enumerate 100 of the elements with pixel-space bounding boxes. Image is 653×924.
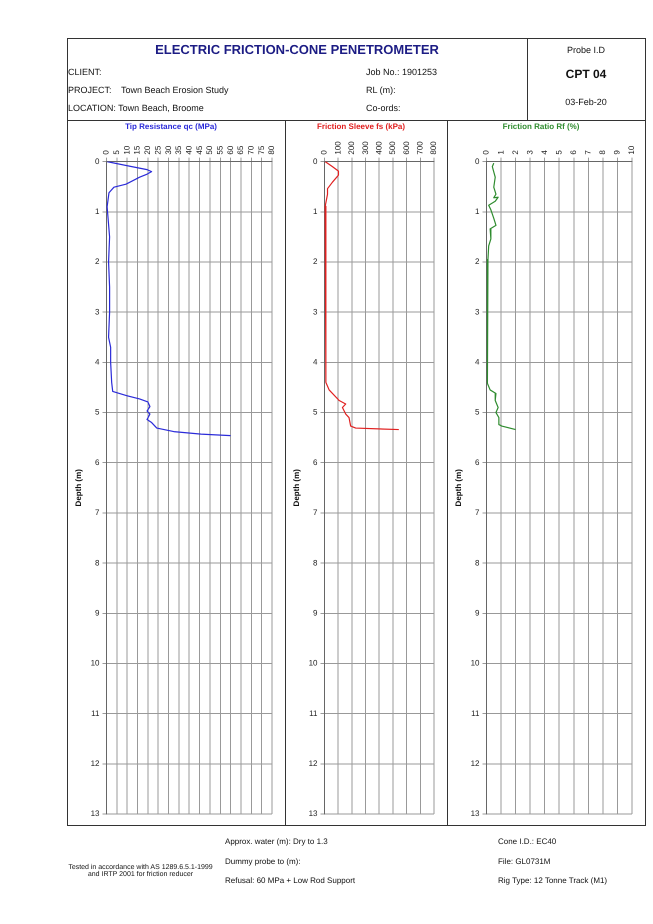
x-tick-label: 4	[540, 150, 549, 155]
x-tick-label: 9	[612, 150, 622, 155]
text: CLIENT:	[68, 67, 102, 77]
x-tick-label: 7	[584, 150, 593, 155]
x-tick-label: 75	[256, 145, 266, 155]
text: Job No.: 1901253	[366, 67, 438, 77]
y-tick-label: 0	[95, 156, 100, 166]
y-tick-label: 1	[475, 206, 480, 216]
y-tick-label: 3	[313, 307, 318, 316]
text: Probe I.D	[566, 45, 606, 55]
y-tick-label: 10	[470, 658, 480, 668]
x-tick-label: 700	[416, 140, 425, 155]
y-tick-label: 8	[95, 558, 100, 568]
text: LOCATION: Town Beach, Broome	[68, 103, 204, 113]
text: File: GL0731M	[498, 857, 550, 866]
text: 03-Feb-20	[564, 97, 608, 107]
x-tick-label: 800	[429, 140, 438, 155]
text: CPT 04	[564, 67, 608, 81]
y-tick-label: 3	[475, 307, 480, 316]
text: Rig Type: 12 Tonne Track (M1)	[498, 876, 608, 885]
y-tick-label: 2	[475, 257, 480, 266]
y-tick-label: 5	[475, 408, 480, 417]
x-tick-label: 25	[153, 145, 162, 155]
y-axis-title: Depth (m)	[454, 468, 464, 506]
chart-title: Tip Resistance qc (MPa)	[125, 122, 218, 132]
x-tick-label: 0	[482, 150, 491, 155]
x-tick-label: 6	[569, 150, 578, 155]
x-tick-label: 10	[122, 145, 132, 155]
text: Dummy probe to (m):	[225, 857, 301, 866]
y-tick-label: 12	[470, 759, 480, 768]
y-tick-label: 0	[313, 156, 318, 166]
x-tick-label: 55	[215, 145, 224, 155]
x-tick-label: 200	[347, 140, 356, 155]
x-tick-label: 65	[236, 145, 246, 155]
x-tick-label: 35	[174, 145, 184, 155]
y-tick-label: 10	[90, 658, 100, 668]
x-tick-label: 10	[627, 145, 636, 155]
y-tick-label: 3	[95, 307, 100, 316]
x-tick-label: 40	[184, 145, 194, 155]
x-tick-label: 100	[333, 140, 342, 155]
y-tick-label: 7	[95, 508, 100, 518]
x-tick-label: 3	[525, 150, 534, 155]
text: Approx. water (m): Dry to 1.3	[225, 837, 328, 846]
y-tick-label: 9	[313, 608, 318, 618]
text: RL (m):	[366, 85, 396, 95]
x-tick-label: 0	[102, 150, 111, 155]
y-tick-label: 4	[313, 358, 318, 367]
y-tick-label: 11	[309, 708, 318, 718]
y-tick-label: 10	[308, 658, 318, 668]
x-tick-label: 0	[320, 150, 329, 155]
y-tick-label: 12	[90, 759, 100, 768]
x-tick-label: 45	[194, 145, 204, 155]
y-tick-label: 0	[475, 156, 480, 166]
y-tick-label: 5	[313, 408, 318, 417]
text: Refusal: 60 MPa + Low Rod Support	[225, 876, 356, 885]
y-tick-label: 8	[475, 558, 480, 568]
y-tick-label: 9	[475, 608, 480, 618]
x-tick-label: 60	[226, 145, 235, 155]
x-tick-label: 8	[598, 150, 608, 155]
y-tick-label: 13	[470, 809, 480, 818]
y-tick-label: 7	[475, 508, 480, 518]
y-tick-label: 4	[475, 358, 480, 367]
x-tick-label: 15	[132, 145, 142, 155]
chart-title: Friction Ratio Rf (%)	[502, 122, 580, 132]
x-tick-label: 5	[112, 150, 122, 155]
y-tick-label: 11	[91, 708, 100, 718]
x-tick-label: 5	[554, 150, 564, 155]
y-tick-label: 11	[471, 708, 480, 718]
x-tick-label: 400	[374, 140, 384, 155]
y-tick-label: 9	[95, 608, 100, 618]
x-tick-label: 70	[246, 145, 256, 155]
y-tick-label: 5	[95, 408, 100, 417]
x-tick-label: 20	[143, 145, 152, 155]
chart-title: Friction Sleeve fs (kPa)	[316, 122, 406, 132]
x-tick-label: 600	[402, 140, 411, 155]
y-tick-label: 6	[475, 458, 480, 467]
x-tick-label: 500	[388, 140, 398, 155]
text: Co-ords:	[366, 103, 401, 113]
y-tick-label: 13	[90, 809, 100, 818]
y-tick-label: 2	[313, 257, 318, 266]
y-tick-label: 1	[95, 206, 100, 216]
text: PROJECT:	[68, 85, 112, 95]
y-tick-label: 6	[95, 458, 100, 467]
y-tick-label: 12	[308, 759, 318, 768]
x-tick-label: 50	[205, 145, 214, 155]
y-tick-label: 4	[95, 358, 100, 367]
text: ELECTRIC FRICTION-CONE PENETROMETER	[154, 42, 440, 57]
x-tick-label: 300	[360, 140, 370, 155]
y-axis-title: Depth (m)	[292, 468, 302, 506]
text: Town Beach Erosion Study	[121, 85, 229, 95]
x-tick-label: 80	[267, 145, 276, 155]
text: Cone I.D.: EC40	[498, 837, 556, 846]
y-tick-label: 2	[95, 257, 100, 266]
y-tick-label: 7	[313, 508, 318, 518]
x-tick-label: 1	[496, 150, 506, 155]
y-tick-label: 6	[313, 458, 318, 467]
y-tick-label: 1	[313, 206, 318, 216]
x-tick-label: 2	[510, 150, 520, 155]
y-tick-label: 8	[313, 558, 318, 568]
y-axis-title: Depth (m)	[74, 468, 84, 506]
